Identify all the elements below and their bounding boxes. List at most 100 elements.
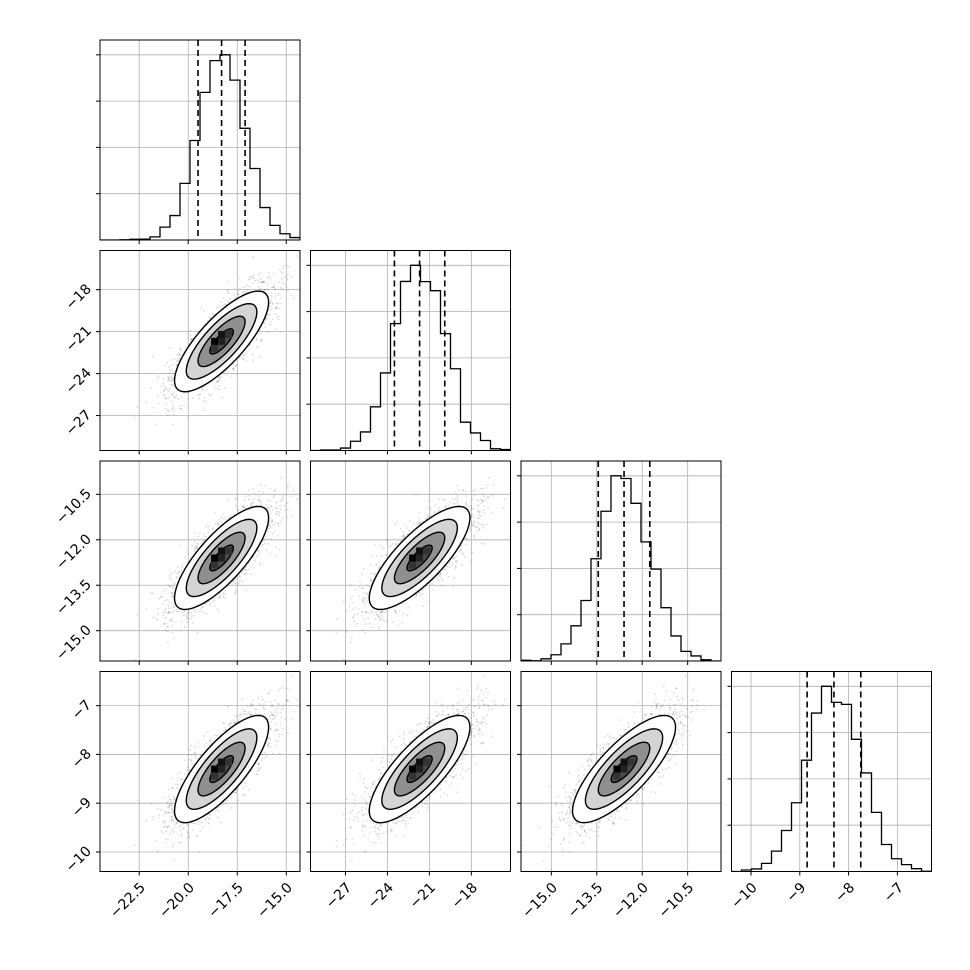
sample-point [271, 520, 273, 523]
sample-point [169, 611, 172, 614]
sample-point [173, 358, 176, 361]
sample-point [227, 300, 230, 303]
sample-point [171, 378, 174, 381]
sample-point [166, 630, 169, 633]
sample-point [267, 276, 270, 278]
sample-point [180, 627, 183, 630]
sample-point [169, 619, 172, 622]
sample-point [178, 570, 181, 573]
sample-point [220, 300, 222, 303]
sample-point [189, 329, 192, 332]
sample-point [260, 500, 262, 503]
sample-point [260, 339, 263, 342]
sample-point [167, 390, 170, 393]
sample-point [168, 366, 170, 369]
sample-point [272, 285, 275, 288]
sample-point [213, 385, 216, 388]
sample-point [290, 495, 293, 498]
sample-point [168, 371, 171, 374]
sample-point [176, 354, 179, 357]
sample-point [275, 506, 277, 509]
sample-point [183, 609, 186, 612]
sample-point [203, 386, 206, 388]
sample-point [272, 494, 275, 497]
sample-point [183, 626, 186, 628]
sample-point [167, 611, 170, 613]
sample-point [259, 564, 262, 566]
sample-point [238, 277, 241, 279]
sample-point [217, 380, 220, 383]
sample-point [269, 512, 272, 515]
sample-point [195, 610, 197, 613]
sample-point [256, 346, 258, 348]
sample-point [236, 363, 239, 366]
sample-point [244, 495, 247, 498]
sample-point [238, 581, 241, 584]
panel-1-0: −27−24−21−18 [63, 250, 305, 455]
sample-point [186, 392, 189, 394]
sample-point [250, 275, 252, 278]
sample-point [234, 589, 237, 592]
sample-point [229, 298, 232, 300]
panel-frame [99, 39, 301, 241]
density-cell-2 [218, 330, 226, 338]
sample-point [234, 364, 237, 367]
sample-point [167, 605, 170, 608]
sample-point [260, 545, 263, 547]
sample-point [278, 307, 281, 310]
sample-point [218, 518, 221, 521]
sample-point [271, 519, 274, 522]
sample-point [256, 549, 259, 552]
sample-point [172, 372, 175, 375]
sample-point [284, 453, 286, 455]
sample-point [268, 520, 271, 523]
sample-point [252, 498, 255, 500]
sample-point [236, 582, 239, 585]
sample-point [284, 509, 287, 512]
sample-point [187, 332, 190, 335]
sample-point [263, 323, 266, 326]
sample-point [175, 394, 178, 397]
sample-point [224, 387, 226, 390]
sample-point [257, 499, 260, 502]
sample-point [261, 281, 263, 284]
sample-point [262, 539, 265, 541]
sample-point [156, 377, 159, 380]
sample-point [275, 306, 278, 309]
sample-point [170, 619, 173, 621]
sample-point [226, 289, 229, 292]
sample-point [292, 489, 295, 492]
sample-point [232, 367, 235, 370]
sample-point [303, 285, 305, 287]
sample-point [287, 483, 290, 486]
ytick-label: −18 [63, 281, 95, 313]
sample-point [180, 620, 183, 623]
sample-point [238, 574, 241, 577]
sample-point [178, 353, 181, 356]
sample-point [170, 393, 173, 396]
sample-point [163, 394, 165, 397]
sample-point [171, 624, 174, 627]
sample-point [273, 490, 276, 493]
sample-point [247, 498, 250, 501]
sample-point [177, 398, 180, 400]
sample-point [244, 566, 247, 569]
sample-point [205, 535, 208, 538]
sample-point [220, 305, 223, 308]
sample-point [292, 296, 295, 299]
sample-point [263, 280, 265, 283]
sample-point [234, 591, 237, 594]
sample-point [209, 317, 212, 319]
sample-point [269, 323, 272, 326]
sample-point [170, 585, 173, 588]
sample-point [172, 609, 175, 612]
sample-point [274, 489, 276, 492]
sample-point [163, 623, 165, 625]
sample-point [168, 585, 171, 588]
sample-point [157, 613, 160, 616]
sample-point [281, 287, 284, 290]
sample-point [173, 582, 176, 584]
sample-point [176, 566, 179, 568]
sample-point [168, 346, 171, 349]
sample-point [267, 543, 270, 545]
